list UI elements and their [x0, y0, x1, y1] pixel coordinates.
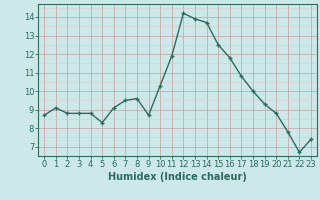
X-axis label: Humidex (Indice chaleur): Humidex (Indice chaleur) [108, 172, 247, 182]
